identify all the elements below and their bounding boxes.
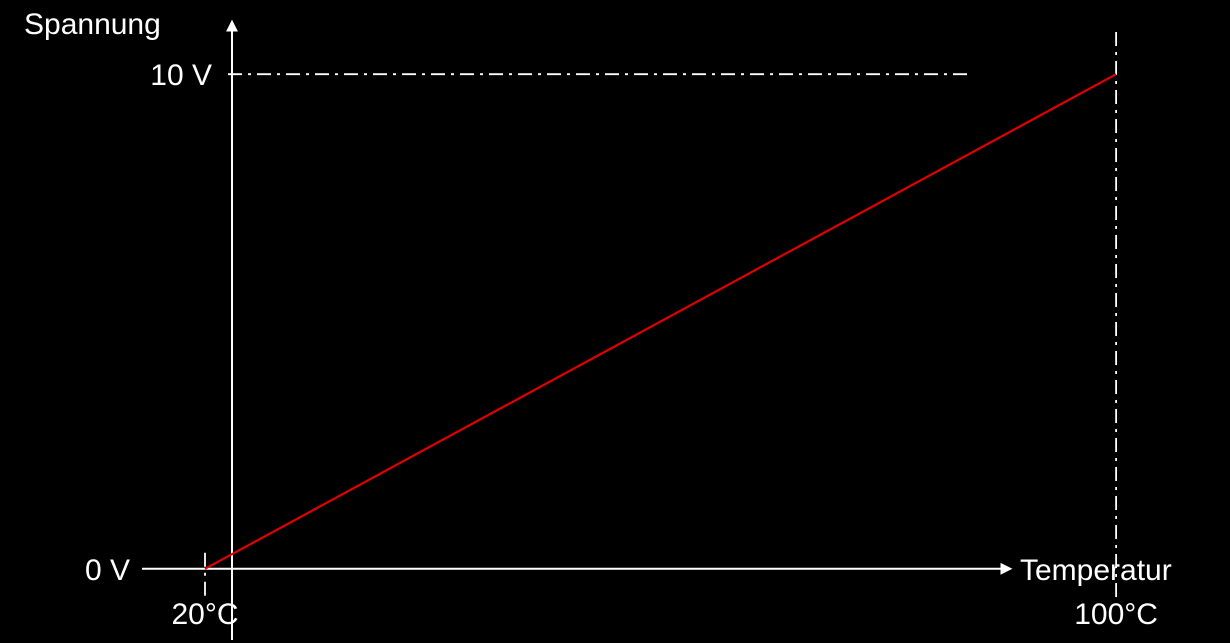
tick-labels: 0 V 10 V 20°C 100°C — [85, 59, 1158, 631]
y-axis-label: Spannung — [24, 8, 161, 41]
reference-lines — [204, 32, 1118, 600]
y-tick-label-0: 0 V — [85, 554, 130, 587]
series-line-0 — [204, 73, 1117, 570]
x-tick-label-100: 100°C — [1074, 598, 1158, 631]
x-tick-label-20: 20°C — [171, 598, 238, 631]
series-layer — [204, 73, 1117, 570]
y-tick-label-10: 10 V — [150, 59, 212, 92]
x-axis-label: Temperatur — [1020, 554, 1172, 587]
axes — [142, 19, 1013, 640]
